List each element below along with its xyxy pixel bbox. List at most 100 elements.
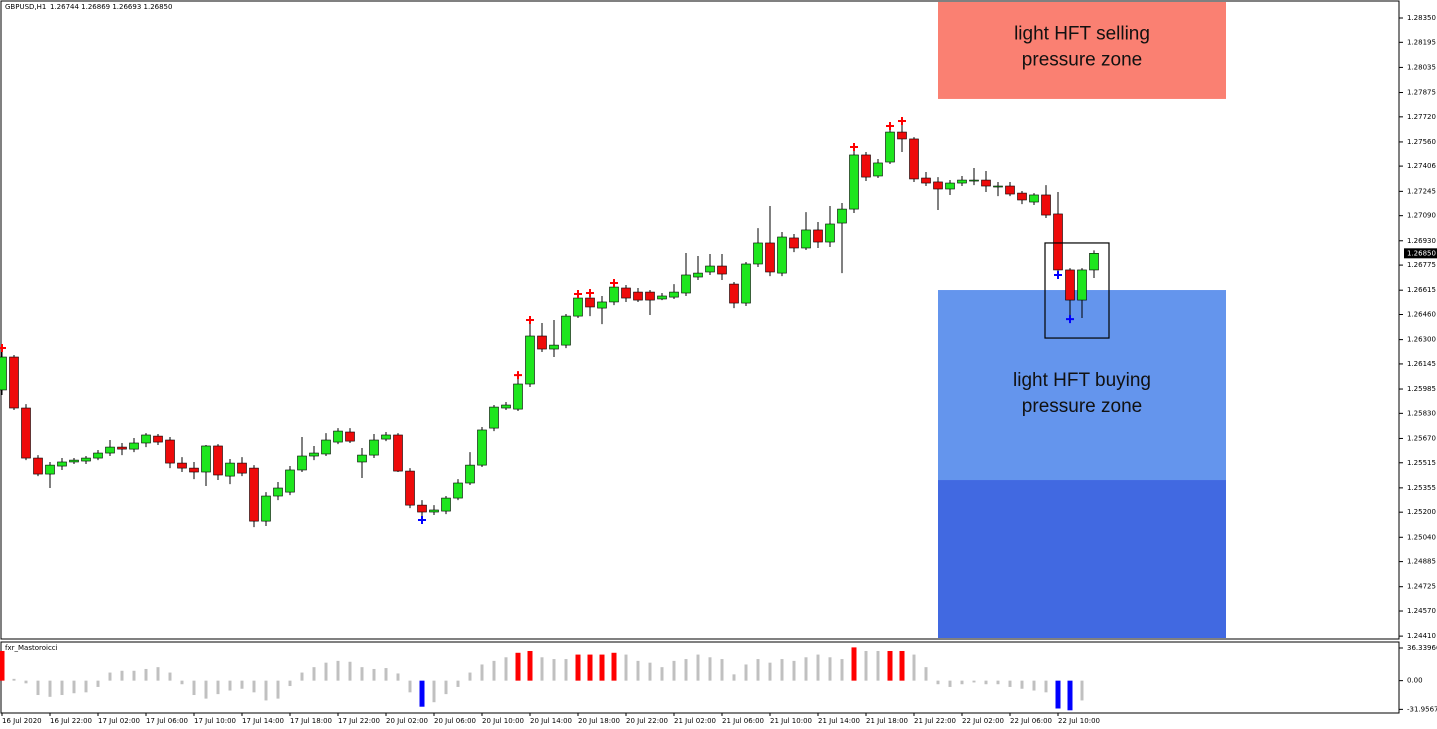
x-tick-label: 22 Jul 06:00 xyxy=(1010,717,1052,725)
indicator-bar xyxy=(696,654,700,681)
candle-body xyxy=(453,482,463,499)
indicator-bar xyxy=(216,680,220,695)
candle-body xyxy=(969,179,979,182)
candle-body xyxy=(333,430,343,443)
candle-body xyxy=(297,455,307,471)
last-price-box xyxy=(1404,248,1437,259)
indicator-bar xyxy=(912,654,916,681)
y-tick-label: 1.26460 xyxy=(1407,311,1436,319)
indicator-bar xyxy=(840,659,844,681)
indicator-bar xyxy=(936,680,940,685)
indicator-bar xyxy=(72,680,76,694)
indicator-bar xyxy=(611,652,617,681)
x-tick-label: 20 Jul 10:00 xyxy=(482,717,524,725)
x-tick-label: 21 Jul 14:00 xyxy=(818,717,860,725)
indicator-bar xyxy=(336,660,340,681)
indicator-bar xyxy=(1080,680,1084,701)
zone xyxy=(938,2,1226,99)
indicator-bar xyxy=(168,672,172,681)
candle-body xyxy=(729,283,739,304)
candle-body xyxy=(645,291,655,301)
candle-body xyxy=(357,454,367,463)
candle-body xyxy=(33,457,43,475)
indicator-bar xyxy=(660,667,664,681)
y-tick-label: 1.26145 xyxy=(1407,360,1436,368)
x-tick-label: 17 Jul 14:00 xyxy=(242,717,284,725)
indicator-bar xyxy=(120,670,124,681)
x-tick-label: 22 Jul 02:00 xyxy=(962,717,1004,725)
indicator-bar xyxy=(756,659,760,681)
indicator-bar xyxy=(540,657,544,681)
candle-body xyxy=(429,509,439,513)
indicator-bar xyxy=(1044,680,1048,693)
candle-body xyxy=(597,301,607,309)
indicator-bar xyxy=(408,680,412,693)
indicator-bar xyxy=(720,659,724,681)
candle-body xyxy=(717,265,727,275)
ohlc-label: 1.26744 1.26869 1.26693 1.26850 xyxy=(50,3,172,11)
x-tick-label: 20 Jul 18:00 xyxy=(578,717,620,725)
y-tick-label: 1.24410 xyxy=(1407,632,1436,640)
candle-body xyxy=(153,435,163,443)
highlight-box xyxy=(1044,242,1110,339)
candle-body xyxy=(105,446,115,454)
candle-body xyxy=(477,429,487,466)
indicator-bar xyxy=(744,664,748,681)
indicator-bar xyxy=(492,660,496,681)
candle-body xyxy=(801,229,811,249)
candle-body xyxy=(681,274,691,294)
indicator-bar xyxy=(228,680,232,691)
candle-body xyxy=(537,335,547,350)
candle-body xyxy=(321,439,331,455)
indicator-bar xyxy=(1032,680,1036,691)
x-tick-label: 22 Jul 10:00 xyxy=(1058,717,1100,725)
indicator-bar xyxy=(575,654,581,681)
candle-body xyxy=(561,315,571,346)
buy-marker xyxy=(418,516,426,525)
candle-body xyxy=(141,434,151,444)
indicator-bar xyxy=(288,680,292,687)
candle-body xyxy=(657,295,667,300)
candle-body xyxy=(861,154,871,178)
indicator-bar xyxy=(144,668,148,681)
y-tick-label: 1.27090 xyxy=(1407,212,1436,220)
y-tick-label: 1.24885 xyxy=(1407,558,1436,566)
indicator-bar xyxy=(108,672,112,681)
sell-marker xyxy=(886,121,894,130)
indicator-bar xyxy=(419,680,425,707)
candle-body xyxy=(741,263,751,304)
indicator-bar xyxy=(648,662,652,681)
sell-marker xyxy=(0,343,6,352)
candle-body xyxy=(465,464,475,484)
candle-body xyxy=(777,236,787,274)
sell-marker xyxy=(574,289,582,298)
candle-body xyxy=(813,229,823,243)
indicator-bar xyxy=(708,657,712,681)
indicator-bar xyxy=(924,667,928,681)
indicator-bar xyxy=(240,680,244,689)
indicator-bar xyxy=(264,680,268,701)
y-tick-label: 1.25830 xyxy=(1407,409,1436,417)
indicator-bar xyxy=(996,680,1000,685)
candle-body xyxy=(261,495,271,522)
indicator-bar xyxy=(276,680,280,699)
indicator-y-tick-label: -31.95672 xyxy=(1407,705,1437,713)
buy-marker xyxy=(1054,270,1062,279)
candle-body xyxy=(237,462,247,474)
indicator-bar xyxy=(348,661,352,681)
x-tick-label: 17 Jul 18:00 xyxy=(290,717,332,725)
y-tick-label: 1.27875 xyxy=(1407,89,1436,97)
indicator-bar xyxy=(1067,680,1073,711)
candle-body xyxy=(129,442,139,450)
indicator-pane xyxy=(0,641,1400,714)
indicator-bar xyxy=(636,660,640,681)
indicator-bar xyxy=(360,667,364,681)
y-tick-label: 1.26300 xyxy=(1407,336,1436,344)
x-tick-label: 21 Jul 22:00 xyxy=(914,717,956,725)
indicator-bar xyxy=(372,668,376,681)
candle-body xyxy=(1089,253,1099,271)
y-tick-label: 1.25985 xyxy=(1407,385,1436,393)
indicator-bar xyxy=(515,652,521,681)
indicator-bar xyxy=(599,654,605,681)
